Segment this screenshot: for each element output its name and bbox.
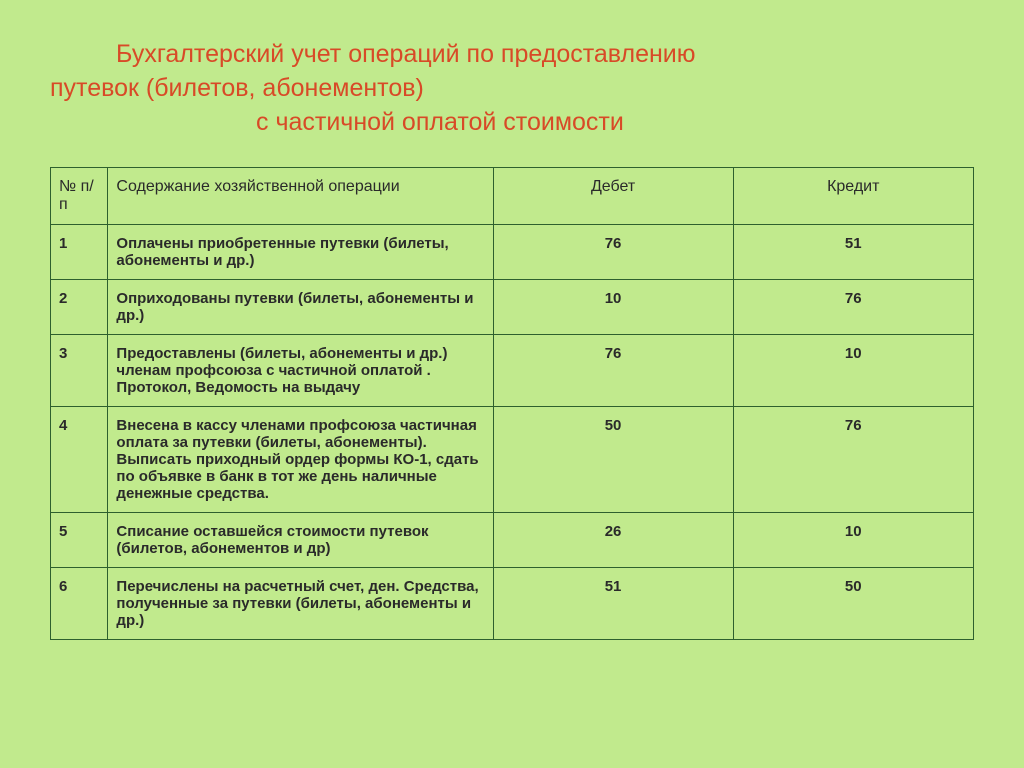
- cell-num: 4: [51, 407, 108, 513]
- header-num: № п/п: [51, 168, 108, 225]
- cell-debit: 50: [493, 407, 733, 513]
- table-row: 6 Перечислены на расчетный счет, ден. Ср…: [51, 568, 974, 640]
- cell-num: 5: [51, 513, 108, 568]
- table-row: 5 Списание оставшейся стоимости путевок …: [51, 513, 974, 568]
- table-row: 3 Предоставлены (билеты, абонементы и др…: [51, 335, 974, 407]
- cell-desc: Списание оставшейся стоимости путевок (б…: [108, 513, 493, 568]
- header-desc: Содержание хозяйственной операции: [108, 168, 493, 225]
- cell-credit: 10: [733, 335, 973, 407]
- cell-debit: 26: [493, 513, 733, 568]
- table-row: 4 Внесена в кассу членами профсоюза част…: [51, 407, 974, 513]
- page-title: Бухгалтерский учет операций по предостав…: [50, 38, 974, 139]
- cell-debit: 76: [493, 335, 733, 407]
- cell-desc: Оплачены приобретенные путевки (билеты, …: [108, 225, 493, 280]
- cell-desc: Перечислены на расчетный счет, ден. Сред…: [108, 568, 493, 640]
- table-row: 2 Оприходованы путевки (билеты, абонемен…: [51, 280, 974, 335]
- accounting-table: № п/п Содержание хозяйственной операции …: [50, 167, 974, 640]
- cell-num: 3: [51, 335, 108, 407]
- title-line-3: с частичной оплатой стоимости: [50, 106, 974, 140]
- header-credit: Кредит: [733, 168, 973, 225]
- cell-credit: 10: [733, 513, 973, 568]
- slide-container: Бухгалтерский учет операций по предостав…: [0, 0, 1024, 768]
- cell-desc: Предоставлены (билеты, абонементы и др.)…: [108, 335, 493, 407]
- cell-credit: 76: [733, 407, 973, 513]
- table-header-row: № п/п Содержание хозяйственной операции …: [51, 168, 974, 225]
- cell-num: 1: [51, 225, 108, 280]
- title-line-1: Бухгалтерский учет операций по предостав…: [50, 38, 974, 72]
- cell-num: 6: [51, 568, 108, 640]
- cell-num: 2: [51, 280, 108, 335]
- cell-debit: 10: [493, 280, 733, 335]
- cell-credit: 51: [733, 225, 973, 280]
- title-line-2: путевок (билетов, абонементов): [50, 72, 974, 106]
- cell-credit: 76: [733, 280, 973, 335]
- cell-credit: 50: [733, 568, 973, 640]
- table-row: 1 Оплачены приобретенные путевки (билеты…: [51, 225, 974, 280]
- cell-debit: 76: [493, 225, 733, 280]
- header-debit: Дебет: [493, 168, 733, 225]
- cell-desc: Внесена в кассу членами профсоюза частич…: [108, 407, 493, 513]
- cell-desc: Оприходованы путевки (билеты, абонементы…: [108, 280, 493, 335]
- cell-debit: 51: [493, 568, 733, 640]
